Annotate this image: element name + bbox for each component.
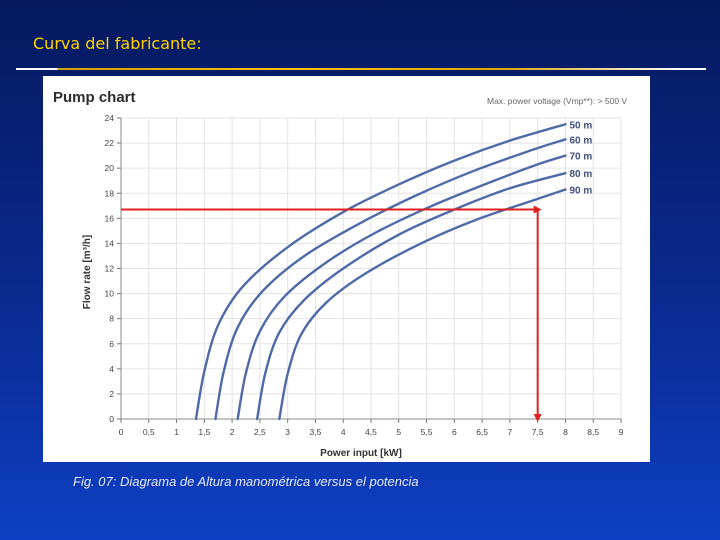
x-tick-label: 4,5 [365,427,377,437]
grid [120,117,622,420]
y-tick-label: 2 [109,389,114,399]
y-axis-label: Flow rate [m³/h] [82,235,93,309]
chart-subtitle: Max. power voltage (Vmp**): > 500 V [487,96,627,106]
x-tick-label: 8 [563,427,568,437]
x-tick-label: 2,5 [254,427,266,437]
curve-label: 90 m [569,185,592,196]
series-70-m [236,154,567,421]
y-tick-label: 6 [109,339,114,349]
figure-caption: Fig. 07: Diagrama de Altura manométrica … [73,474,419,489]
curve-label: 80 m [569,169,592,180]
x-tick-label: 3 [285,427,290,437]
y-tick-label: 8 [109,314,114,324]
x-tick-label: 1,5 [198,427,210,437]
curve-label: 50 m [569,120,592,131]
y-tick-label: 12 [105,264,115,274]
x-tick-label: 5,5 [421,427,433,437]
y-tick-label: 10 [105,289,115,299]
y-tick-label: 0 [109,414,114,424]
curve-label: 60 m [569,135,592,146]
axes: 0 0,5 1 1,5 2 2,5 3 3,5 4 4,5 5 5,5 6 6,5 7 7,5 8 8,5 9024… [105,113,624,437]
series-lines [194,123,567,421]
curve-label: 70 m [569,152,592,163]
y-tick-label: 14 [105,238,115,248]
x-tick-label: 9 [619,427,624,437]
x-tick-label: 6 [452,427,457,437]
curve-labels: 50 m 60 m 70 m 80 m 90 m [569,120,592,196]
x-tick-label: 7,5 [532,427,544,437]
chart-title: Pump chart [53,89,136,106]
x-tick-label: 5 [396,427,401,437]
y-tick-label: 22 [105,138,115,148]
x-tick-label: 7 [508,427,513,437]
y-tick-label: 24 [105,113,115,123]
title-divider [16,68,706,70]
series-60-m [214,138,567,421]
x-tick-label: 4 [341,427,346,437]
x-tick-label: 0 [119,427,124,437]
y-tick-label: 18 [105,188,115,198]
series-90-m [278,188,567,421]
x-axis-label: Power input [kW] [320,448,402,459]
x-tick-label: 1 [174,427,179,437]
x-tick-label: 8,5 [587,427,599,437]
y-tick-label: 16 [105,213,115,223]
x-tick-label: 3,5 [310,427,322,437]
series-80-m [255,171,567,421]
x-tick-label: 2 [230,427,235,437]
pump-chart-svg: Pump chart Max. power voltage (Vmp**): >… [53,89,627,459]
annotation [121,205,542,422]
series-50-m [194,123,567,421]
x-tick-label: 6,5 [476,427,488,437]
y-tick-label: 20 [105,163,115,173]
y-tick-label: 4 [109,364,114,374]
x-tick-label: 0,5 [143,427,155,437]
pump-chart: Pump chart Max. power voltage (Vmp**): >… [43,76,650,462]
slide-title: Curva del fabricante: [33,34,202,53]
